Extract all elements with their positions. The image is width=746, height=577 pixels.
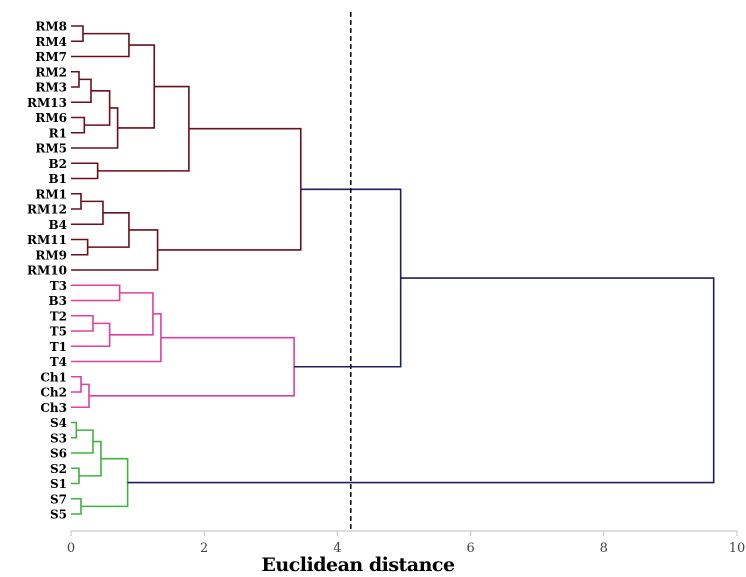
- leaf-label: RM11: [27, 233, 67, 247]
- dendrogram-link: [71, 284, 121, 302]
- leaf-label: T1: [50, 340, 67, 354]
- dendrogram-link: [88, 336, 295, 397]
- dendrogram-link: [87, 212, 130, 248]
- leaf-label: Ch2: [40, 386, 67, 400]
- leaf-label: S4: [50, 416, 67, 430]
- dendrogram-link: [71, 383, 90, 409]
- leaf-label: RM5: [35, 142, 67, 156]
- dendrogram-link: [71, 238, 89, 256]
- dendrogram-link: [71, 70, 80, 88]
- leaf-label: S7: [50, 492, 67, 506]
- dendrogram-link: [71, 421, 78, 439]
- leaf-label: S2: [50, 462, 67, 476]
- dendrogram-link: [71, 200, 104, 226]
- dendrogram-link: [71, 322, 111, 348]
- leaf-label: B1: [49, 172, 68, 186]
- x-axis: 0 2 4 6 8 10: [67, 530, 746, 556]
- leaf-label: RM9: [35, 248, 67, 262]
- dendrogram-link: [71, 192, 82, 210]
- dendrogram-link: [71, 313, 162, 363]
- leaf-label: S1: [50, 477, 67, 491]
- x-axis-title: Euclidean distance: [261, 554, 455, 576]
- leaf-label: RM4: [35, 35, 67, 49]
- leaf-label: T2: [50, 309, 67, 323]
- leaf-label: T4: [50, 355, 67, 369]
- x-tick-label: 8: [600, 541, 608, 556]
- dendrogram-link: [71, 116, 86, 134]
- x-tick-label: 6: [466, 541, 474, 556]
- leaf-label: S5: [50, 508, 67, 522]
- dendrogram-link: [127, 277, 715, 484]
- leaf-label: Ch3: [40, 401, 67, 415]
- leaf-label: RM13: [27, 96, 67, 110]
- dendrogram-link: [71, 107, 119, 149]
- dendrogram-link: [71, 429, 94, 454]
- dendrogram-link: [71, 32, 130, 58]
- leaf-label: S3: [50, 431, 67, 445]
- leaf-label: RM3: [35, 81, 67, 95]
- dendrogram-link: [71, 229, 159, 271]
- dendrogram-link: [71, 467, 80, 485]
- leaf-label: S6: [50, 447, 67, 461]
- dendrogram-links: [71, 25, 715, 515]
- dendrogram-link: [71, 78, 92, 104]
- leaf-label: B4: [49, 218, 68, 232]
- leaf-label: RM1: [35, 187, 67, 201]
- leaf-label: T5: [50, 325, 67, 339]
- dendrogram-link: [117, 44, 156, 129]
- dendrogram-link: [71, 25, 84, 43]
- x-tick-label: 0: [67, 541, 75, 556]
- leaf-label: RM8: [35, 20, 67, 34]
- leaf-label: B2: [49, 157, 68, 171]
- dendrogram-link: [71, 162, 99, 180]
- dendrogram-link: [80, 457, 129, 508]
- dendrogram-link: [71, 497, 82, 515]
- leaf-label: RM7: [35, 50, 67, 64]
- leaf-label: RM12: [27, 203, 67, 217]
- leaf-label: RM2: [35, 65, 67, 79]
- x-tick-label: 10: [729, 541, 746, 556]
- leaf-label: B3: [49, 294, 68, 308]
- dendrogram-link: [71, 375, 82, 393]
- dendrogram-link: [294, 188, 402, 368]
- x-tick-label: 4: [333, 541, 341, 556]
- leaf-label: Ch1: [40, 370, 67, 384]
- dendrogram-link: [84, 90, 111, 126]
- leaf-label: RM6: [35, 111, 67, 125]
- dendrogram-link: [71, 314, 94, 332]
- x-tick-label: 2: [200, 541, 208, 556]
- leaf-label: R1: [49, 126, 67, 140]
- dendrogram-link: [157, 127, 302, 251]
- dendrogram-link: [78, 440, 102, 477]
- dendrogram-link: [109, 292, 154, 336]
- leaf-label: RM10: [27, 264, 67, 278]
- leaf-label: T3: [50, 279, 67, 293]
